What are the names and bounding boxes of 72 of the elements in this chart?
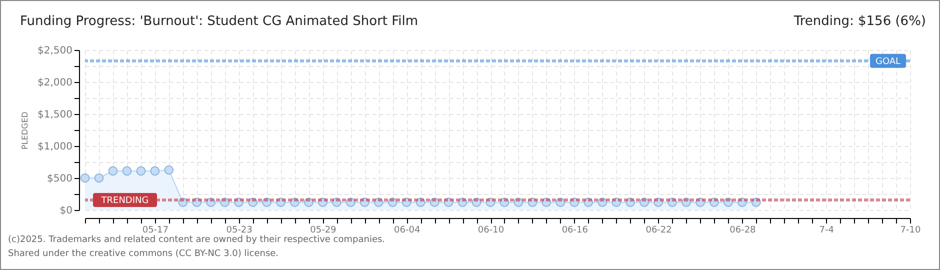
point	[122, 166, 132, 176]
ref-line-label: TRENDING	[100, 196, 149, 206]
y-axis-title: PLEDGED	[20, 112, 30, 150]
point	[570, 198, 580, 207]
chart-title: Funding Progress: 'Burnout': Student CG Animated Short Film	[20, 14, 418, 29]
point	[738, 198, 747, 207]
x-tick-label: 7-4	[819, 226, 834, 236]
point	[542, 198, 552, 207]
point	[220, 198, 230, 207]
point	[402, 198, 412, 207]
point	[206, 198, 216, 207]
x-tick-label: 05-23	[226, 226, 252, 236]
point	[304, 198, 314, 207]
x-tick-label: 05-17	[142, 226, 168, 236]
x-tick-label: 06-04	[394, 226, 420, 236]
point	[276, 198, 286, 207]
ref-line-label: GOAL	[875, 56, 901, 67]
text: Trending: $156 (6%)	[794, 14, 926, 29]
point	[192, 198, 202, 207]
point	[514, 198, 524, 207]
point	[626, 198, 636, 207]
x-tick-label: 05-29	[310, 226, 337, 236]
y-tick-label: $2,000	[38, 78, 72, 88]
point	[598, 198, 608, 207]
x-tick-label: 06-22	[646, 226, 672, 236]
x-tick-label: 7-10	[900, 226, 921, 236]
point	[486, 198, 496, 207]
point	[654, 198, 663, 207]
point	[458, 198, 468, 207]
point	[318, 198, 328, 207]
point	[332, 198, 342, 207]
point	[108, 166, 118, 176]
point	[136, 166, 146, 176]
point	[150, 166, 160, 176]
point	[374, 198, 384, 207]
x-tick-label: 06-16	[562, 226, 588, 236]
point	[430, 198, 440, 207]
x-tick-label: 06-10	[478, 226, 504, 236]
text: Shared under the creative commons (CC BY-NC 3.0) license.	[8, 249, 279, 259]
point	[80, 173, 90, 183]
point	[388, 198, 398, 207]
point	[724, 198, 733, 207]
point	[682, 198, 691, 207]
point	[612, 198, 622, 207]
point	[94, 173, 104, 183]
point	[472, 198, 482, 207]
text: (c)2025. Trademarks and related content are owned by their respective companies.	[8, 235, 386, 245]
point	[444, 198, 454, 207]
point	[416, 198, 426, 207]
y-tick-label: $500	[47, 174, 72, 184]
point	[248, 198, 258, 207]
point	[584, 198, 594, 207]
y-tick-label: $0	[60, 206, 72, 216]
y-tick-label: $2,500	[38, 46, 72, 56]
point	[528, 198, 538, 207]
y-tick-label: $1,000	[38, 142, 72, 152]
point	[668, 198, 677, 207]
point	[346, 198, 356, 207]
point	[500, 198, 510, 207]
point	[710, 198, 719, 207]
point	[234, 198, 244, 207]
y-tick-label: $1,500	[38, 110, 72, 120]
point	[640, 198, 650, 207]
point	[290, 198, 300, 207]
x-tick-label: 06-28	[730, 226, 756, 236]
point	[752, 198, 761, 207]
point	[164, 165, 174, 175]
point	[262, 198, 272, 207]
point	[556, 198, 566, 207]
point	[696, 198, 705, 207]
point	[360, 198, 370, 207]
point	[178, 198, 188, 207]
